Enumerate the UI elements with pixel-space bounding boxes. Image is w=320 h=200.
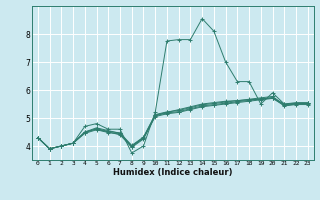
X-axis label: Humidex (Indice chaleur): Humidex (Indice chaleur) [113, 168, 233, 177]
